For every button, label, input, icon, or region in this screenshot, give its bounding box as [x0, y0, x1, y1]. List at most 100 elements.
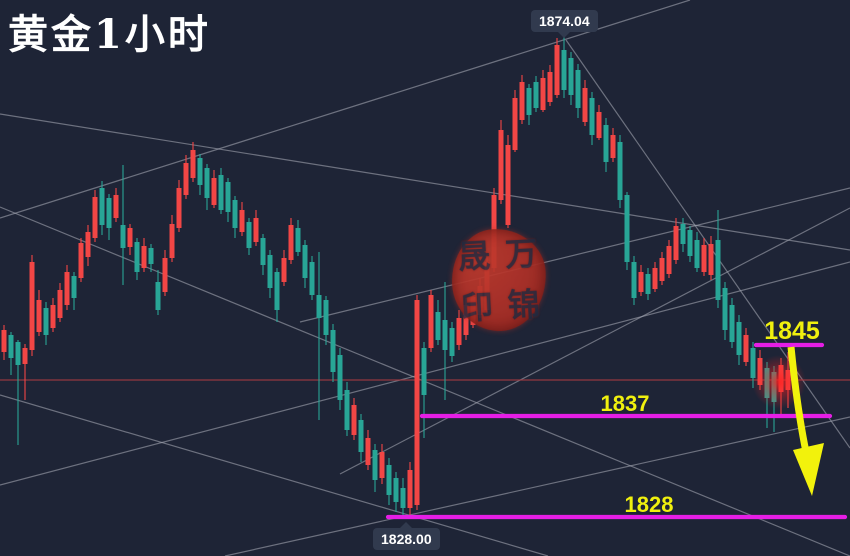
candle	[547, 65, 553, 106]
candle	[624, 192, 630, 270]
candle-body	[274, 272, 280, 310]
candle	[330, 324, 336, 382]
candle	[498, 120, 504, 204]
candle-body	[659, 258, 665, 281]
candle-body	[50, 305, 56, 328]
candle-body	[442, 320, 448, 350]
candle-body	[344, 390, 350, 430]
candle-body	[148, 248, 154, 264]
candle	[211, 170, 217, 208]
candle	[687, 226, 693, 262]
candle	[176, 180, 182, 232]
candle-body	[218, 175, 224, 210]
candle-body	[15, 342, 21, 365]
candle	[302, 240, 308, 288]
candle-body	[379, 452, 385, 478]
candle	[15, 340, 21, 445]
candle-body	[197, 158, 203, 185]
candle	[645, 268, 651, 300]
candle-body	[449, 328, 455, 356]
candle	[29, 255, 35, 356]
candle	[267, 250, 273, 298]
candle-body	[239, 210, 245, 232]
candle-body	[162, 258, 168, 292]
candle	[113, 188, 119, 222]
candle-body	[589, 98, 595, 135]
candle	[652, 262, 658, 292]
candle	[701, 238, 707, 276]
candle-body	[253, 218, 259, 242]
candle-body	[519, 82, 525, 120]
candle	[449, 322, 455, 362]
candle	[631, 256, 637, 305]
candle	[141, 238, 147, 272]
candle	[568, 52, 574, 105]
candle	[71, 272, 77, 310]
candle	[400, 478, 406, 516]
candle-body	[435, 312, 441, 340]
candle-body	[232, 200, 238, 228]
candle-body	[8, 335, 14, 358]
candle	[127, 224, 133, 255]
candle-body	[281, 258, 287, 282]
candle-body	[561, 50, 567, 90]
candle-body	[113, 195, 119, 218]
candle	[505, 135, 511, 228]
candle-body	[701, 245, 707, 272]
candle-body	[687, 230, 693, 256]
candle-body	[141, 246, 147, 268]
candle	[218, 168, 224, 214]
candle-body	[267, 255, 273, 288]
candle-body	[666, 246, 672, 274]
candle-body	[568, 58, 574, 95]
candle	[50, 298, 56, 332]
candle	[617, 135, 623, 208]
candle	[358, 414, 364, 462]
candle	[1, 325, 7, 360]
candle-body	[92, 197, 98, 238]
candle-body	[624, 195, 630, 262]
candle	[596, 105, 602, 140]
candle-body	[540, 78, 546, 110]
candle-body	[575, 70, 581, 108]
candle-body	[498, 130, 504, 200]
candle-body	[526, 88, 532, 115]
candle	[736, 315, 742, 365]
candle	[351, 398, 357, 440]
candle-body	[582, 88, 588, 122]
candle	[197, 154, 203, 195]
level-label: 1845	[764, 317, 820, 345]
candle-body	[372, 450, 378, 480]
candle	[533, 76, 539, 112]
seal-character: 锦	[506, 284, 541, 325]
candle	[92, 190, 98, 242]
candle-body	[736, 322, 742, 355]
candle-body	[673, 226, 679, 260]
candle-body	[596, 112, 602, 138]
candle-body	[505, 145, 511, 225]
candle-body	[421, 348, 427, 395]
candle	[589, 92, 595, 145]
candle-body	[43, 308, 49, 335]
candle	[372, 444, 378, 492]
candle-body	[358, 420, 364, 452]
candle-body	[78, 243, 84, 278]
candle-body	[750, 348, 756, 378]
candle-body	[183, 163, 189, 195]
candle	[659, 252, 665, 285]
swing-low-price-tooltip: 1828.00	[373, 522, 440, 550]
candle-body	[99, 188, 105, 225]
candle-body	[190, 150, 196, 178]
candle-body	[708, 244, 714, 275]
page-title: 黄金1小时	[8, 11, 211, 58]
candle-body	[407, 470, 413, 508]
candle-body	[554, 45, 560, 95]
candle	[456, 310, 462, 350]
candle	[743, 328, 749, 366]
candle	[393, 472, 399, 512]
seal-stamp: 晟 万 印 锦	[449, 226, 549, 334]
candle-body	[211, 178, 217, 205]
projection-arrow-shaft	[787, 346, 810, 453]
candle-body	[715, 240, 721, 300]
